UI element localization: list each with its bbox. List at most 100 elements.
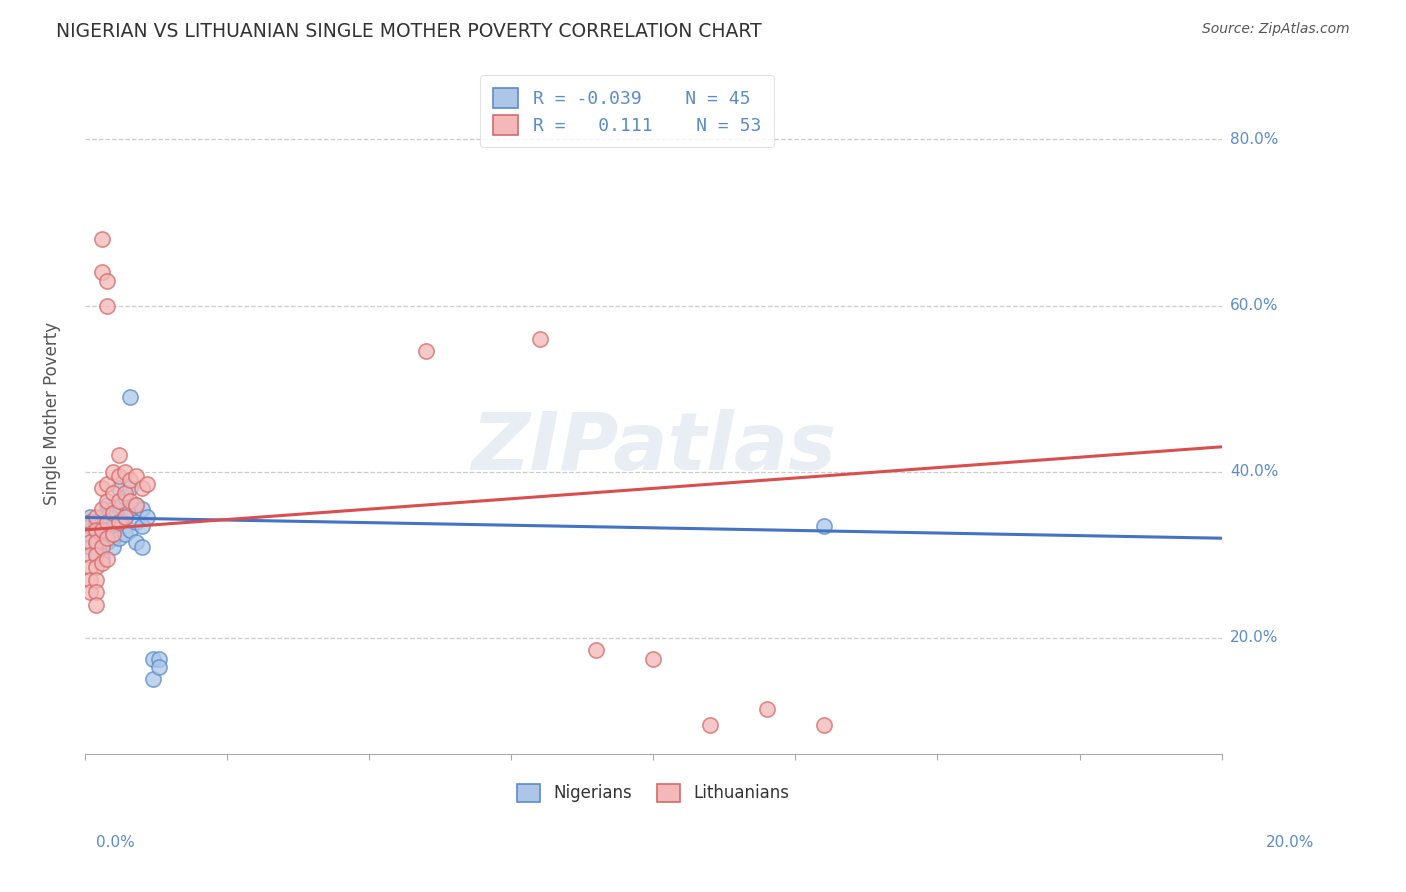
Point bbox=[90, 540, 112, 554]
Point bbox=[585, 643, 607, 657]
Point bbox=[84, 560, 107, 574]
Point bbox=[96, 493, 118, 508]
Point bbox=[96, 274, 118, 288]
Point bbox=[136, 477, 159, 491]
Point bbox=[79, 510, 101, 524]
Text: 40.0%: 40.0% bbox=[1230, 464, 1278, 479]
Point bbox=[131, 502, 153, 516]
Point bbox=[131, 540, 153, 554]
Point bbox=[84, 523, 107, 537]
Point bbox=[90, 265, 112, 279]
Point bbox=[84, 515, 107, 529]
Point bbox=[415, 344, 437, 359]
Point bbox=[84, 598, 107, 612]
Point bbox=[90, 232, 112, 246]
Point bbox=[96, 531, 118, 545]
Point bbox=[125, 515, 148, 529]
Point bbox=[101, 465, 124, 479]
Point bbox=[90, 531, 112, 545]
Text: Source: ZipAtlas.com: Source: ZipAtlas.com bbox=[1202, 22, 1350, 37]
Point bbox=[96, 510, 118, 524]
Point bbox=[108, 448, 131, 462]
Point bbox=[120, 493, 142, 508]
Point bbox=[96, 552, 118, 566]
Point bbox=[108, 498, 131, 512]
Point bbox=[108, 515, 131, 529]
Point bbox=[101, 527, 124, 541]
Point bbox=[96, 299, 118, 313]
Point bbox=[125, 498, 148, 512]
Point bbox=[108, 493, 131, 508]
Text: 20.0%: 20.0% bbox=[1230, 631, 1278, 646]
Point bbox=[84, 548, 107, 562]
Text: 0.0%: 0.0% bbox=[96, 836, 135, 850]
Point bbox=[529, 332, 551, 346]
Point bbox=[125, 469, 148, 483]
Point bbox=[120, 390, 142, 404]
Point bbox=[90, 552, 112, 566]
Point bbox=[84, 535, 107, 549]
Point bbox=[120, 523, 142, 537]
Point bbox=[120, 473, 142, 487]
Text: 20.0%: 20.0% bbox=[1267, 836, 1315, 850]
Point bbox=[101, 531, 124, 545]
Text: ZIPatlas: ZIPatlas bbox=[471, 409, 835, 487]
Point bbox=[101, 540, 124, 554]
Point bbox=[79, 560, 101, 574]
Point bbox=[699, 718, 721, 732]
Point bbox=[108, 469, 131, 483]
Point bbox=[84, 527, 107, 541]
Text: 60.0%: 60.0% bbox=[1230, 298, 1278, 313]
Point bbox=[114, 490, 136, 504]
Point bbox=[84, 573, 107, 587]
Point bbox=[114, 527, 136, 541]
Point bbox=[79, 518, 101, 533]
Point bbox=[148, 660, 170, 674]
Point bbox=[90, 481, 112, 495]
Point bbox=[114, 510, 136, 524]
Point bbox=[90, 510, 112, 524]
Point bbox=[114, 510, 136, 524]
Point bbox=[813, 718, 835, 732]
Point bbox=[120, 502, 142, 516]
Point bbox=[813, 518, 835, 533]
Point bbox=[131, 481, 153, 495]
Point bbox=[120, 481, 142, 495]
Point bbox=[131, 518, 153, 533]
Point bbox=[84, 518, 107, 533]
Point bbox=[114, 465, 136, 479]
Point bbox=[101, 506, 124, 520]
Point bbox=[142, 673, 165, 687]
Point bbox=[643, 651, 665, 665]
Point bbox=[96, 523, 118, 537]
Text: 80.0%: 80.0% bbox=[1230, 132, 1278, 147]
Point bbox=[114, 485, 136, 500]
Point bbox=[79, 540, 101, 554]
Point bbox=[79, 535, 101, 549]
Point bbox=[125, 498, 148, 512]
Legend: Nigerians, Lithuanians: Nigerians, Lithuanians bbox=[505, 772, 801, 814]
Point bbox=[79, 548, 101, 562]
Point bbox=[96, 498, 118, 512]
Y-axis label: Single Mother Poverty: Single Mother Poverty bbox=[44, 322, 60, 505]
Point bbox=[79, 585, 101, 599]
Point bbox=[90, 556, 112, 570]
Text: NIGERIAN VS LITHUANIAN SINGLE MOTHER POVERTY CORRELATION CHART: NIGERIAN VS LITHUANIAN SINGLE MOTHER POV… bbox=[56, 22, 762, 41]
Point bbox=[108, 481, 131, 495]
Point bbox=[96, 535, 118, 549]
Point bbox=[108, 531, 131, 545]
Point bbox=[84, 548, 107, 562]
Point bbox=[96, 515, 118, 529]
Point bbox=[79, 573, 101, 587]
Point bbox=[136, 510, 159, 524]
Point bbox=[79, 515, 101, 529]
Point bbox=[84, 510, 107, 524]
Point bbox=[101, 518, 124, 533]
Point bbox=[79, 527, 101, 541]
Point bbox=[90, 523, 112, 537]
Point bbox=[101, 485, 124, 500]
Point bbox=[142, 651, 165, 665]
Point bbox=[90, 540, 112, 554]
Point bbox=[90, 502, 112, 516]
Point bbox=[84, 585, 107, 599]
